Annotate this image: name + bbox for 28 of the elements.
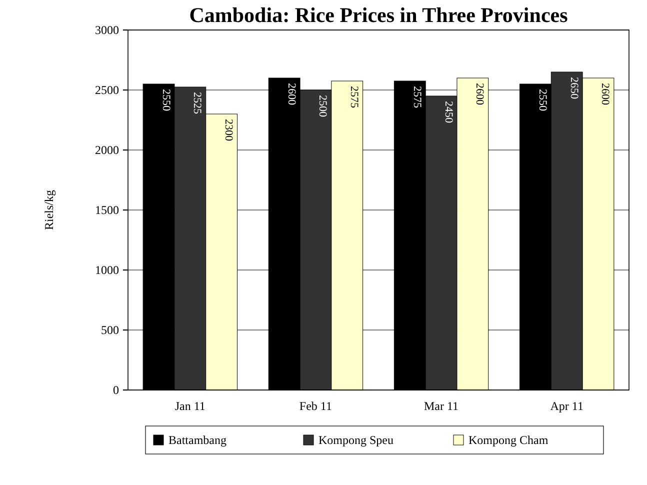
chart-title: Cambodia: Rice Prices in Three Provinces <box>189 3 568 27</box>
data-label: 2525 <box>191 92 204 114</box>
data-label: 2575 <box>348 86 360 108</box>
y-tick-label: 2500 <box>95 83 119 98</box>
y-tick-label: 1500 <box>95 203 119 218</box>
y-tick-label: 3000 <box>95 23 119 38</box>
data-label: 2650 <box>568 77 580 100</box>
data-label: 2500 <box>316 95 329 118</box>
x-tick-label: Apr 11 <box>550 399 584 413</box>
legend-label: Battambang <box>168 433 226 448</box>
y-tick-label: 1000 <box>95 263 119 278</box>
data-label: 2600 <box>285 83 298 106</box>
x-tick-label: Jan 11 <box>174 399 206 413</box>
data-label: 2300 <box>222 119 235 142</box>
data-label: 2550 <box>536 89 548 112</box>
legend-label: Kompong Speu <box>318 433 394 448</box>
data-label: 2600 <box>474 83 486 106</box>
data-label: 2550 <box>160 89 172 112</box>
y-tick-label: 500 <box>101 323 119 338</box>
data-label: 2575 <box>410 86 423 108</box>
y-axis-title: Riels/kg <box>42 190 56 230</box>
x-tick-label: Mar 11 <box>424 399 459 413</box>
data-label: 2450 <box>442 101 454 124</box>
y-tick-label: 0 <box>113 383 119 398</box>
data-label: 2600 <box>599 83 612 106</box>
x-tick-label: Feb 11 <box>299 399 332 413</box>
legend-label: Kompong Cham <box>468 433 549 448</box>
y-tick-label: 2000 <box>95 143 119 158</box>
